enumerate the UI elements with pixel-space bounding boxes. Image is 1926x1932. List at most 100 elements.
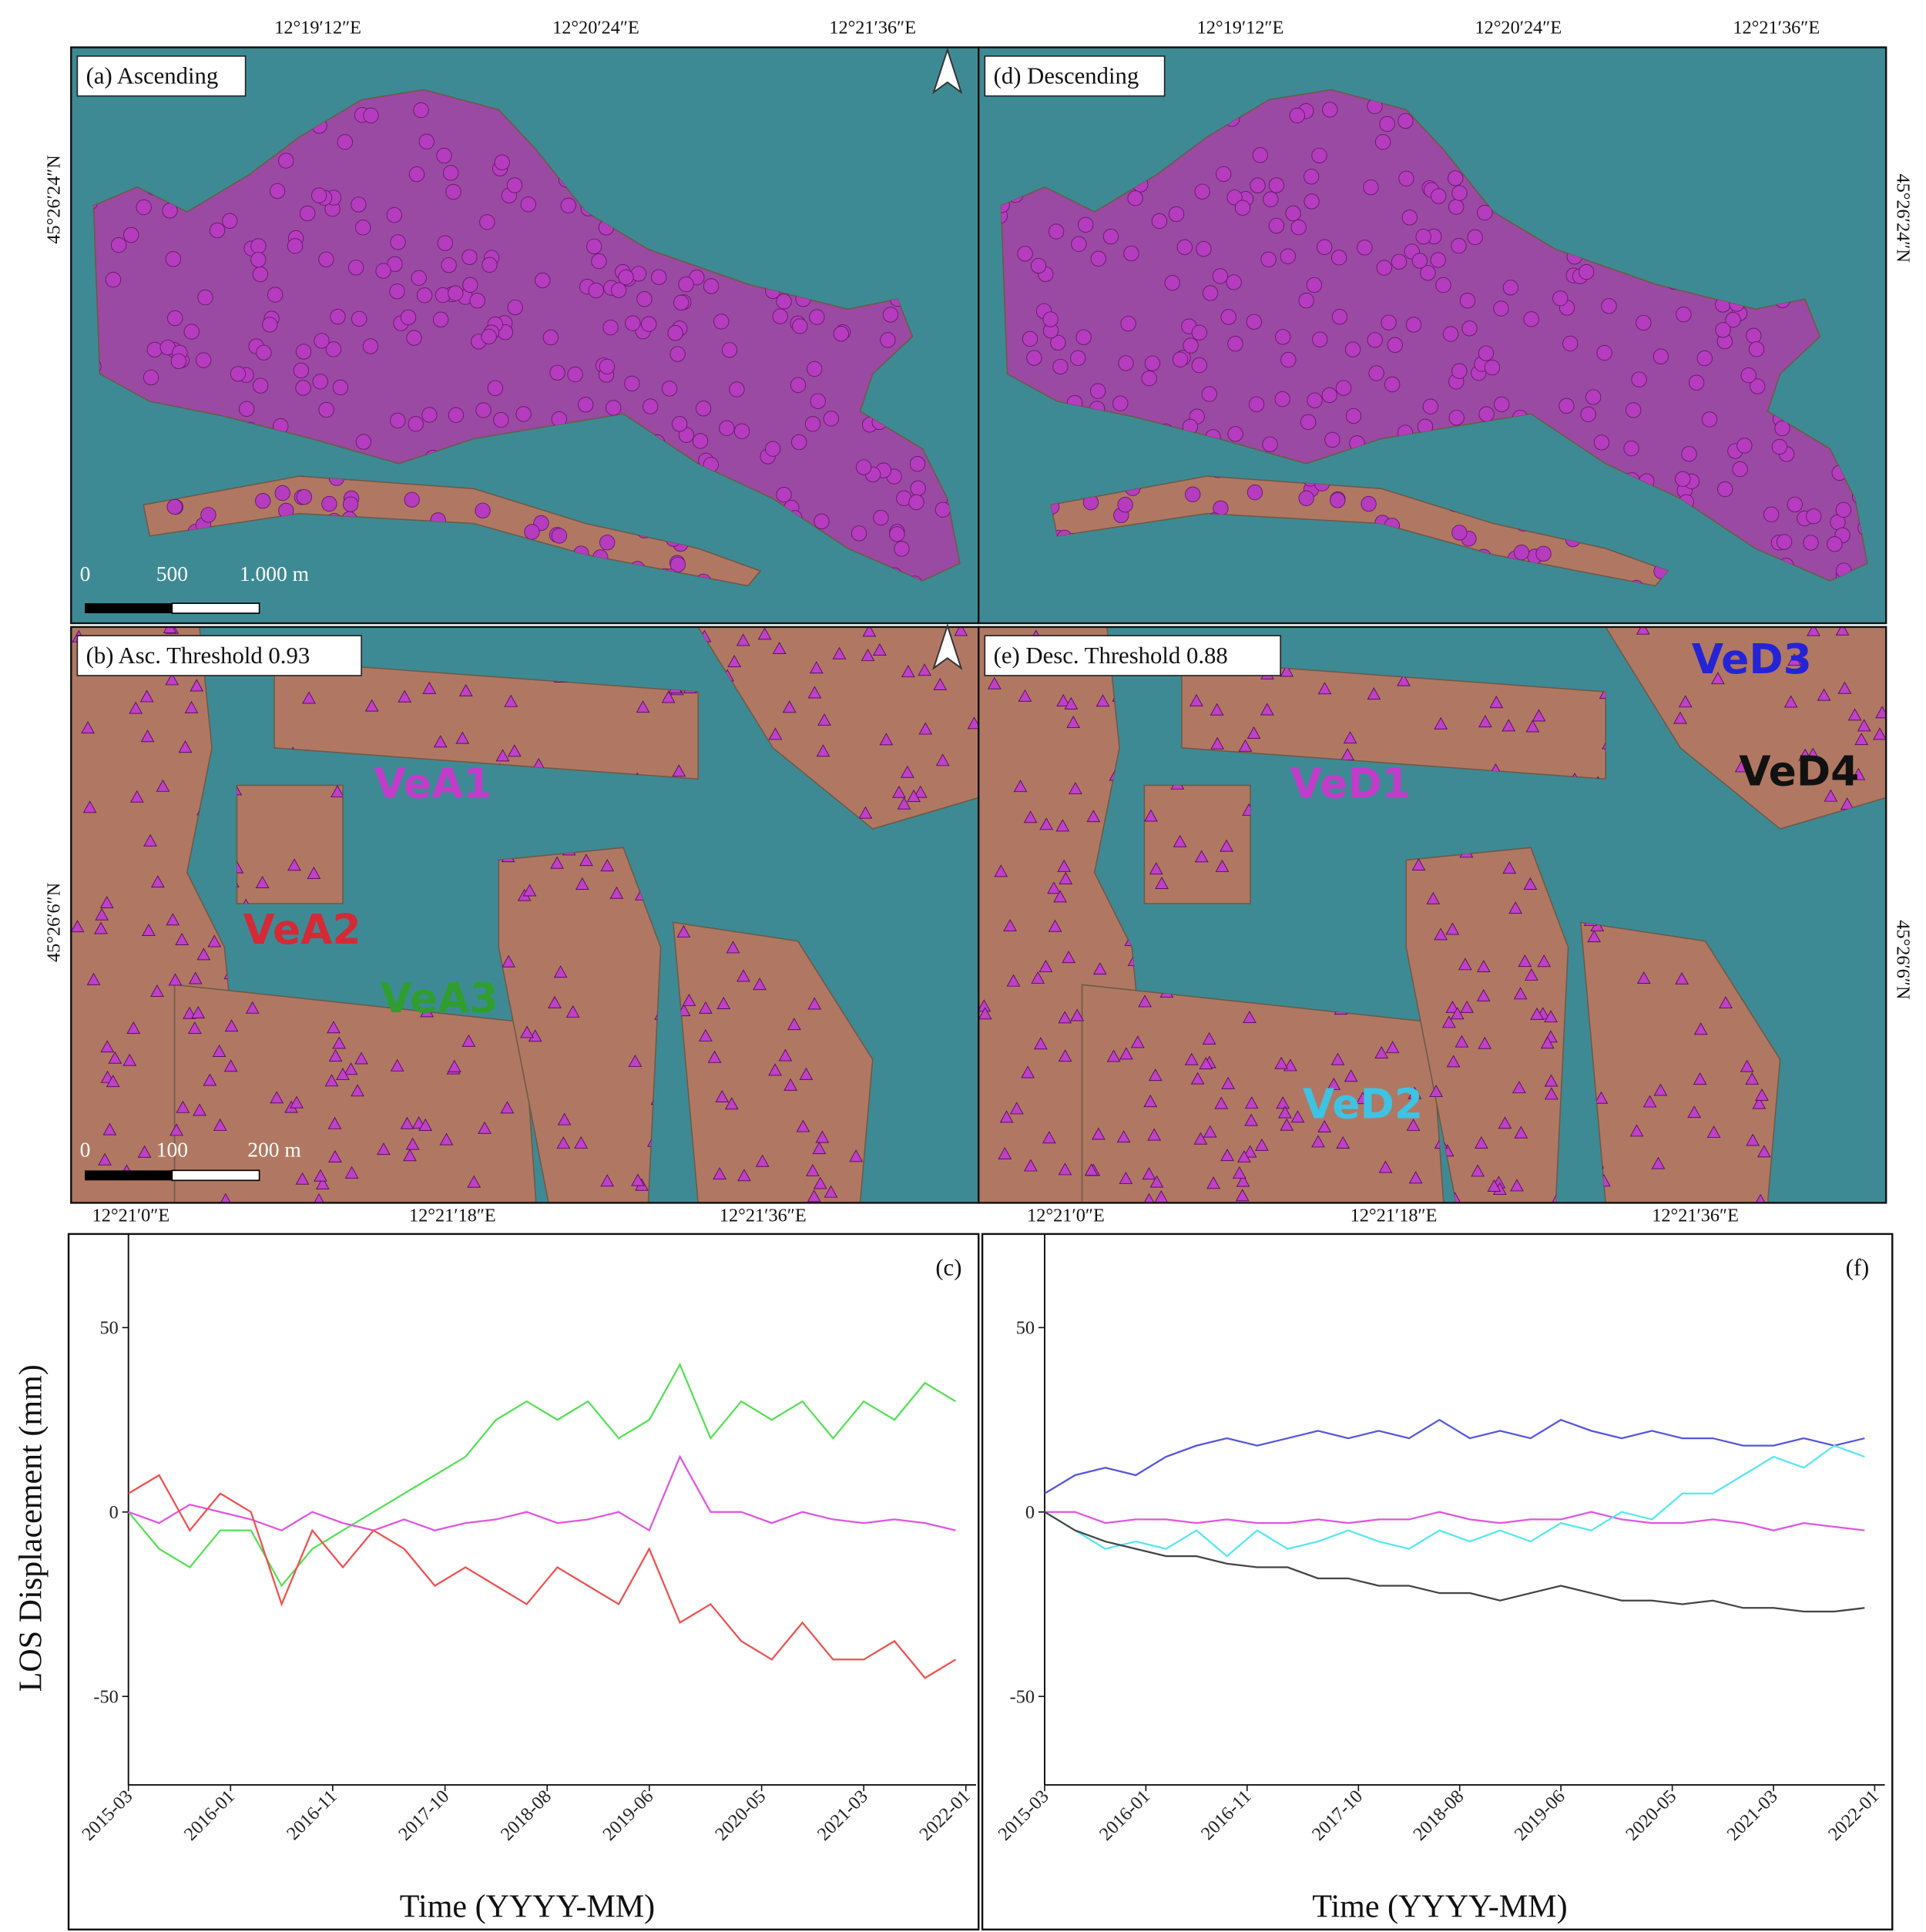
map-point <box>574 1135 589 1149</box>
map-point <box>212 1044 226 1057</box>
map-point <box>1435 277 1451 293</box>
panel-title-box <box>76 55 247 97</box>
map-point <box>1442 326 1459 342</box>
map-point <box>1477 204 1493 221</box>
map-point <box>551 528 568 544</box>
map-point <box>462 277 478 293</box>
site-label: VeD3 <box>1692 635 1812 683</box>
map-point <box>1280 248 1296 264</box>
map-point <box>196 948 211 961</box>
map-point <box>278 153 294 169</box>
map-point <box>1155 876 1169 890</box>
map-point <box>631 1173 645 1186</box>
map-point <box>610 282 627 298</box>
map-point <box>1280 664 1294 677</box>
map-point <box>230 366 247 382</box>
map-point <box>1120 315 1136 332</box>
map-point <box>437 235 453 251</box>
land <box>1579 921 1781 1203</box>
map-point <box>591 253 607 270</box>
map-point <box>296 488 313 505</box>
map-point <box>207 934 222 948</box>
map-point <box>1244 1096 1259 1109</box>
map-point <box>900 765 914 778</box>
map-point <box>1311 1135 1325 1148</box>
map-point <box>1215 859 1230 872</box>
map-point <box>347 260 364 276</box>
map-point <box>1201 386 1217 402</box>
land <box>1405 847 1569 1203</box>
map-point <box>1559 397 1575 414</box>
map-point <box>812 1142 827 1155</box>
maps <box>70 46 1887 1204</box>
map-point <box>1535 545 1552 562</box>
map-point <box>1210 703 1224 716</box>
map-point <box>389 283 405 300</box>
map-point <box>1523 311 1539 327</box>
map-point <box>1336 1135 1351 1149</box>
map-point <box>405 1137 420 1150</box>
map-point <box>1631 371 1647 387</box>
map-point <box>1199 1057 1213 1070</box>
site-label: VeA3 <box>381 974 498 1022</box>
map-point <box>250 252 267 268</box>
map-point <box>422 681 437 694</box>
map-point <box>1144 355 1161 371</box>
map-point <box>1678 695 1693 708</box>
map-point <box>1149 1175 1164 1188</box>
map-point <box>1450 1007 1465 1020</box>
map-point <box>816 744 830 757</box>
map-point <box>1745 1072 1760 1085</box>
map-point <box>1090 250 1106 267</box>
map-point <box>1236 1174 1250 1187</box>
x-tick-label: 2015-03 <box>994 1786 1052 1844</box>
map-point <box>719 420 735 437</box>
map-point <box>733 423 750 440</box>
map-point <box>1387 337 1404 354</box>
site-label: VeD1 <box>1290 760 1411 808</box>
map-point <box>252 266 269 283</box>
map-point <box>1064 696 1079 709</box>
map-point <box>1594 1091 1609 1104</box>
map-point <box>737 1169 751 1182</box>
map-point <box>1361 495 1377 512</box>
map-point <box>550 856 564 869</box>
map-point <box>1194 183 1210 200</box>
map-point <box>1311 147 1327 164</box>
map-point <box>548 995 562 1008</box>
map-point <box>295 380 311 396</box>
map-point <box>351 310 367 327</box>
map-point <box>682 994 696 1007</box>
map-point <box>1276 1096 1290 1109</box>
y-axis-label: LOS Displacement (mm) <box>13 1364 49 1692</box>
map-point <box>1300 414 1317 431</box>
map-point <box>255 875 270 888</box>
map-point <box>1247 484 1263 501</box>
map-point <box>416 287 433 304</box>
map-point <box>1687 1105 1702 1119</box>
map-point <box>1676 306 1692 323</box>
longitude-label: 12°21′36″E <box>720 1206 807 1226</box>
map-point <box>1719 996 1733 1009</box>
longitude-label: 12°21′36″E <box>829 18 916 39</box>
map-point <box>1203 1125 1217 1138</box>
map-point <box>267 287 284 303</box>
map-point <box>918 722 933 735</box>
map-point <box>737 969 750 982</box>
map-point <box>1653 1083 1668 1096</box>
map-point <box>1716 481 1733 498</box>
map-point <box>504 694 518 707</box>
map-point <box>200 507 216 523</box>
map-point <box>799 1067 814 1080</box>
y-tick-label: 50 <box>1016 1317 1035 1338</box>
map-point <box>461 249 478 265</box>
series-line <box>1044 1418 1865 1494</box>
map-point <box>140 730 155 743</box>
map-point <box>1827 536 1843 552</box>
map-point <box>1280 351 1297 368</box>
map-point <box>565 1005 580 1018</box>
map-point <box>1023 810 1038 823</box>
map-point <box>1345 408 1362 424</box>
map-point <box>1055 819 1070 832</box>
